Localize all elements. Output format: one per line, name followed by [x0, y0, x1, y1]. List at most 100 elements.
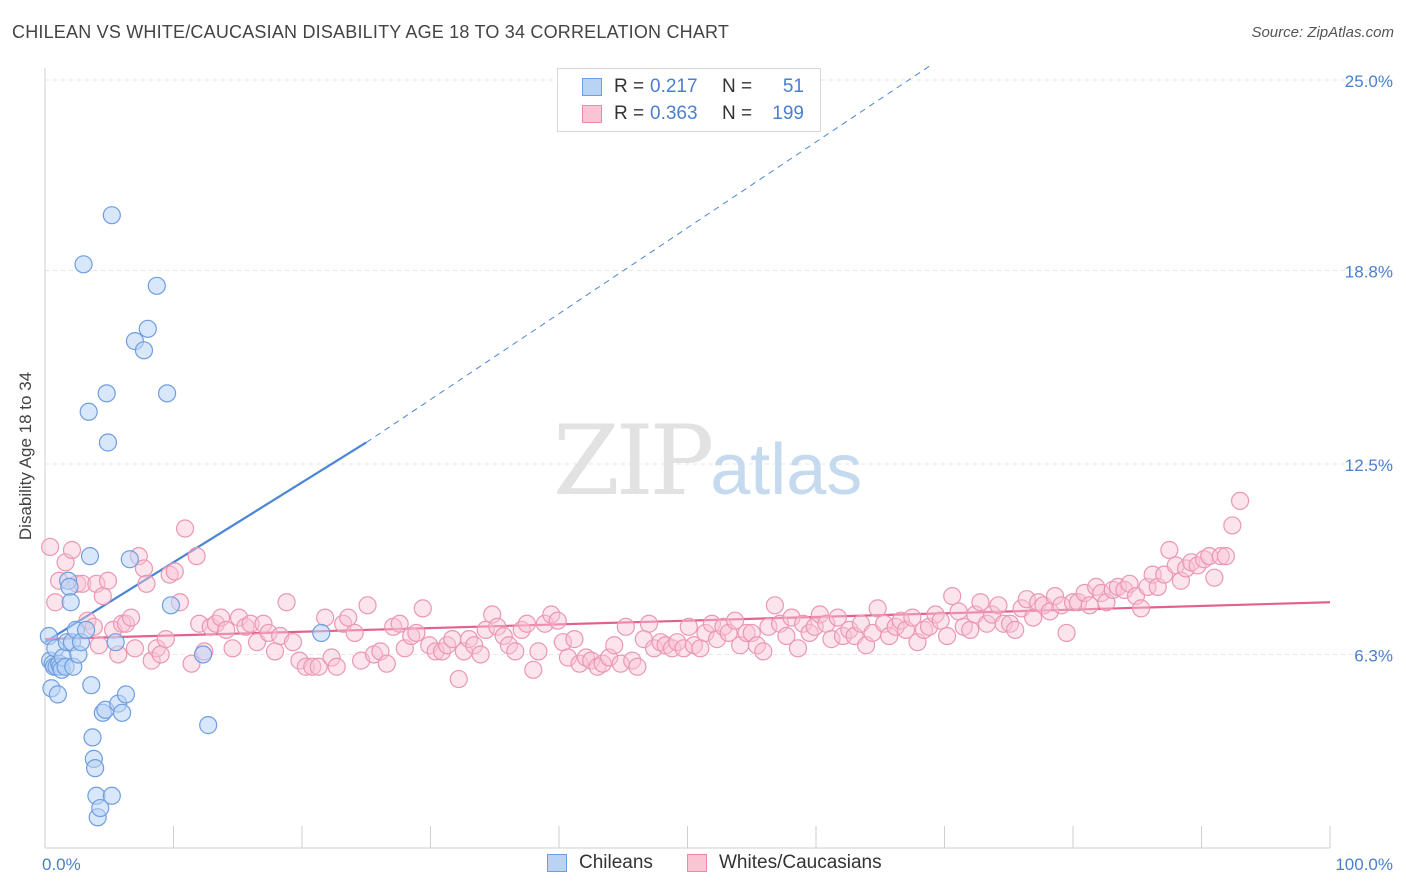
point-whites — [476, 620, 495, 639]
point-whites — [548, 611, 567, 630]
axes — [44, 68, 1331, 849]
point-whites — [89, 636, 109, 655]
point-whites — [529, 642, 548, 661]
point-whites — [217, 620, 236, 639]
point-chileans — [82, 676, 101, 695]
point-whites — [259, 623, 278, 643]
point-whites — [1006, 620, 1025, 639]
y-axis-label: Disability Age 18 to 34 — [16, 371, 35, 541]
point-chileans — [193, 645, 213, 664]
point-whites — [201, 617, 220, 636]
point-whites — [565, 630, 584, 649]
legend-n-value: 51 — [782, 76, 804, 97]
legend-n-label: N = — [722, 103, 753, 124]
legend-row-chileans: R = 0.217 N = 51 — [582, 75, 804, 99]
legend-swatch-chileans — [582, 78, 602, 96]
legend-r-value: 0.217 — [650, 76, 698, 97]
point-whites — [316, 608, 335, 627]
point-chileans — [60, 577, 79, 596]
data-points — [39, 206, 1250, 827]
point-whites — [160, 565, 179, 584]
point-chileans — [61, 593, 80, 612]
point-whites — [696, 623, 715, 643]
point-whites — [994, 614, 1013, 633]
y-tick-label: 6.3% — [1354, 646, 1393, 665]
point-whites — [914, 620, 934, 639]
point-whites — [868, 599, 887, 618]
point-whites — [339, 608, 358, 627]
point-chileans — [80, 547, 100, 566]
point-whites — [788, 639, 808, 658]
point-whites — [296, 657, 315, 676]
point-whites — [236, 617, 255, 636]
point-whites — [426, 642, 445, 661]
point-whites — [782, 608, 801, 627]
bottom-legend-whites: Whites/Caucasians — [687, 852, 882, 874]
point-chileans — [161, 596, 181, 615]
point-whites — [949, 602, 968, 621]
point-whites — [345, 623, 364, 643]
point-whites — [616, 617, 635, 636]
legend-n-label: N = — [722, 76, 753, 97]
point-whites — [254, 614, 273, 633]
source-label: Source: ZipAtlas.com — [1251, 24, 1394, 41]
point-chileans — [91, 798, 110, 818]
point-whites — [931, 611, 950, 630]
y-tick-label: 12.5% — [1345, 456, 1393, 475]
point-whites — [989, 596, 1008, 615]
watermark-atlas: atlas — [710, 430, 863, 510]
point-whites — [810, 605, 829, 624]
point-chileans — [120, 550, 139, 569]
point-whites — [187, 547, 206, 566]
point-whites — [1216, 547, 1236, 566]
point-whites — [229, 608, 249, 627]
point-whites — [327, 657, 346, 676]
point-chileans — [112, 703, 132, 722]
point-whites — [891, 611, 910, 630]
point-chileans — [79, 402, 98, 421]
chart-title: CHILEAN VS WHITE/CAUCASIAN DISABILITY AG… — [12, 22, 730, 42]
bottom-legend-label: Whites/Caucasians — [719, 852, 882, 873]
point-whites — [156, 630, 175, 649]
tick-labels: 6.3% 12.5% 18.8% 25.0% 0.0% 100.0% — [42, 72, 1393, 874]
y-tick-label: 25.0% — [1345, 72, 1393, 91]
point-chileans — [199, 716, 218, 735]
point-whites — [494, 626, 513, 646]
point-whites — [1017, 590, 1036, 609]
point-whites — [358, 596, 377, 615]
point-whites — [151, 645, 170, 664]
bottom-legend-chileans: Chileans — [547, 852, 653, 874]
legend-swatch-whites — [582, 105, 602, 123]
point-whites — [390, 614, 409, 633]
point-whites — [822, 630, 841, 649]
point-whites — [971, 593, 990, 612]
point-whites — [639, 614, 659, 633]
point-whites — [524, 660, 543, 679]
point-whites — [449, 669, 468, 689]
x-tick-label: 100.0% — [1335, 855, 1393, 874]
point-whites — [125, 639, 145, 658]
point-whites — [121, 608, 141, 627]
x-tick-label: 0.0% — [42, 855, 81, 874]
point-chileans — [134, 341, 154, 360]
point-whites — [880, 626, 899, 646]
point-whites — [903, 608, 922, 627]
point-chileans — [147, 276, 166, 295]
point-whites — [628, 657, 647, 676]
point-whites — [112, 614, 132, 633]
point-whites — [277, 593, 296, 612]
point-whites — [1230, 491, 1250, 510]
point-whites — [679, 617, 698, 636]
point-whites — [937, 626, 957, 646]
legend: R = 0.217 N = 51 R = 0.363 N = 199 — [557, 68, 821, 132]
point-whites — [137, 574, 156, 593]
point-chileans — [312, 623, 331, 643]
point-whites — [1205, 568, 1224, 587]
point-whites — [283, 633, 303, 652]
point-whites — [175, 519, 195, 538]
point-whites — [402, 626, 421, 646]
watermark-zip: ZIP — [553, 405, 714, 517]
point-chileans — [97, 384, 116, 403]
point-whites — [98, 571, 118, 590]
watermark: ZIPatlas — [553, 405, 862, 517]
